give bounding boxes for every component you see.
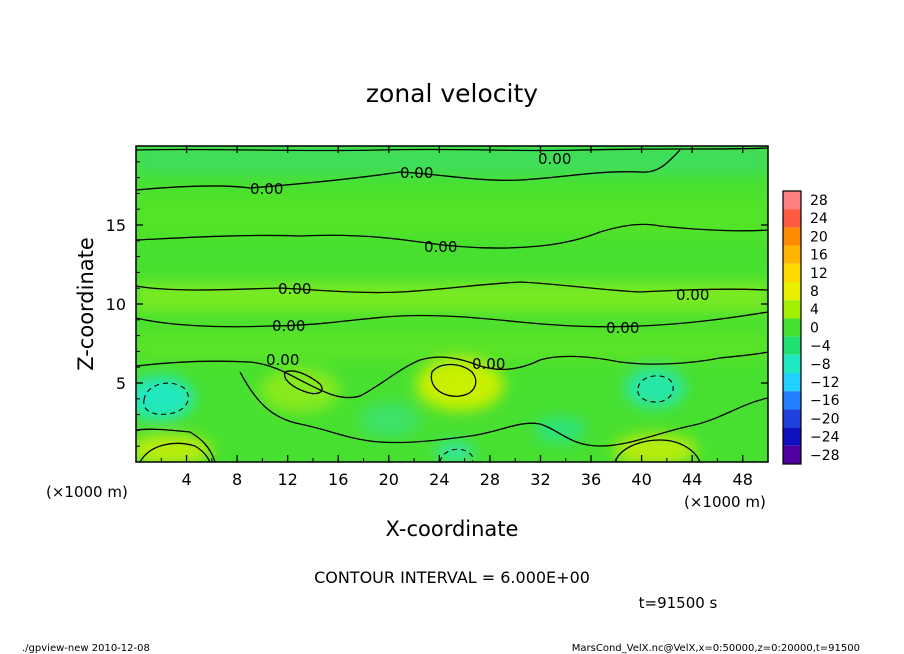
contour-line: [136, 311, 768, 328]
colorbar-swatch: [783, 354, 801, 373]
contour-line: [136, 147, 768, 152]
contour-line: [283, 370, 323, 395]
contour-line: [136, 149, 681, 191]
colorbar-swatch: [783, 336, 801, 355]
colorbar-swatch: [783, 391, 801, 410]
colorbar-swatch: [783, 245, 801, 264]
colorbar-swatch: [783, 227, 801, 246]
colorbar: 28 24 20 16 12 8 4 0 −4 −8 −12 −16 −20 −24 −28: [782, 190, 840, 465]
contour-line: [136, 223, 768, 249]
x-unit-left: (×1000 m): [46, 483, 128, 501]
colorbar-swatch: [783, 445, 801, 464]
colorbar-swatch: [783, 191, 801, 210]
x-tick-label: 32: [530, 470, 550, 489]
colorbar-label: 12: [810, 266, 828, 282]
colorbar-label: −16: [810, 393, 840, 409]
colorbar-swatch: [783, 373, 801, 392]
colorbar-label: −8: [810, 357, 831, 373]
contour-label: 0.00: [250, 180, 283, 198]
colorbar-swatch: [783, 409, 801, 428]
colorbar-label: 8: [810, 284, 819, 300]
footer-left: ./gpview-new 2010-12-08: [22, 643, 150, 654]
colorbar-swatch: [783, 263, 801, 282]
contour-label: 0.00: [278, 280, 311, 298]
chart-title: zonal velocity: [366, 79, 538, 108]
x-tick-label: 44: [682, 470, 702, 489]
contour-line: [614, 439, 701, 462]
x-tick-label: 16: [328, 470, 348, 489]
contour-label: 0.00: [424, 238, 457, 256]
colorbar-swatch: [783, 209, 801, 228]
colorbar-label: 28: [810, 193, 828, 209]
contour-line: [136, 281, 768, 294]
contour-interval: CONTOUR INTERVAL = 6.000E+00: [314, 568, 590, 587]
colorbar-label: −4: [810, 339, 831, 355]
y-axis: 5 10 15: [106, 161, 768, 447]
contour-label: 0.00: [606, 319, 639, 337]
colorbar-label: −28: [810, 448, 840, 464]
footer-right: MarsCond_VelX.nc@VelX,x=0:50000,z=0:2000…: [572, 643, 860, 654]
x-tick-label: 4: [181, 470, 191, 489]
colorbar-label: −24: [810, 430, 840, 446]
colorbar-label: 24: [810, 211, 828, 227]
y-tick-label: 5: [116, 374, 126, 393]
x-tick-label: 48: [733, 470, 753, 489]
contour-line: [430, 363, 477, 397]
x-tick-label: 36: [581, 470, 601, 489]
x-unit-right: (×1000 m): [684, 493, 766, 511]
y-tick-label: 15: [106, 216, 126, 235]
field-shading: [136, 146, 768, 462]
x-axis: 4 8 12 16 20 24 28 32 36 40 44 48: [160, 146, 753, 489]
contour-label: 0.00: [272, 317, 305, 335]
x-tick-label: 40: [631, 470, 651, 489]
contour-label: 0.00: [676, 286, 709, 304]
contour-label: 0.00: [400, 164, 433, 182]
contour-line: [136, 351, 768, 399]
contour-lines: [136, 147, 768, 462]
colorbar-label: −12: [810, 375, 840, 391]
y-tick-label: 10: [106, 295, 126, 314]
contour-line: [139, 442, 211, 462]
x-tick-label: 24: [429, 470, 449, 489]
colorbar-label: 20: [810, 229, 828, 245]
colorbar-label: 4: [810, 302, 819, 318]
colorbar-label: 16: [810, 248, 828, 264]
plot-area: 0.00 0.00 0.00 0.00 0.00 0.00 0.00 0.00 …: [136, 146, 768, 462]
x-axis-label: X-coordinate: [386, 517, 519, 541]
x-tick-label: 12: [278, 470, 298, 489]
colorbar-swatch: [783, 282, 801, 301]
x-tick-label: 8: [232, 470, 242, 489]
contour-label: 0.00: [538, 150, 571, 168]
colorbar-swatch: [783, 318, 801, 337]
time-label: t=91500 s: [639, 594, 718, 612]
contour-label: 0.00: [266, 351, 299, 369]
colorbar-swatch: [783, 300, 801, 319]
contour-line-negative: [143, 382, 189, 415]
x-tick-label: 20: [379, 470, 399, 489]
contour-line-negative: [637, 375, 674, 403]
colorbar-label: 0: [810, 320, 819, 336]
contour-label: 0.00: [472, 355, 505, 373]
colorbar-swatch: [783, 427, 801, 446]
contour-line-negative: [439, 448, 474, 462]
contour-labels: 0.00 0.00 0.00 0.00 0.00 0.00 0.00 0.00 …: [250, 150, 709, 373]
colorbar-frame: [782, 190, 802, 465]
contour-line: [239, 371, 768, 447]
x-tick-label: 28: [480, 470, 500, 489]
colorbar-label: −20: [810, 411, 840, 427]
contour-lines-negative: [143, 375, 674, 462]
contour-line: [136, 428, 216, 462]
y-axis-label: Z-coordinate: [74, 237, 98, 371]
